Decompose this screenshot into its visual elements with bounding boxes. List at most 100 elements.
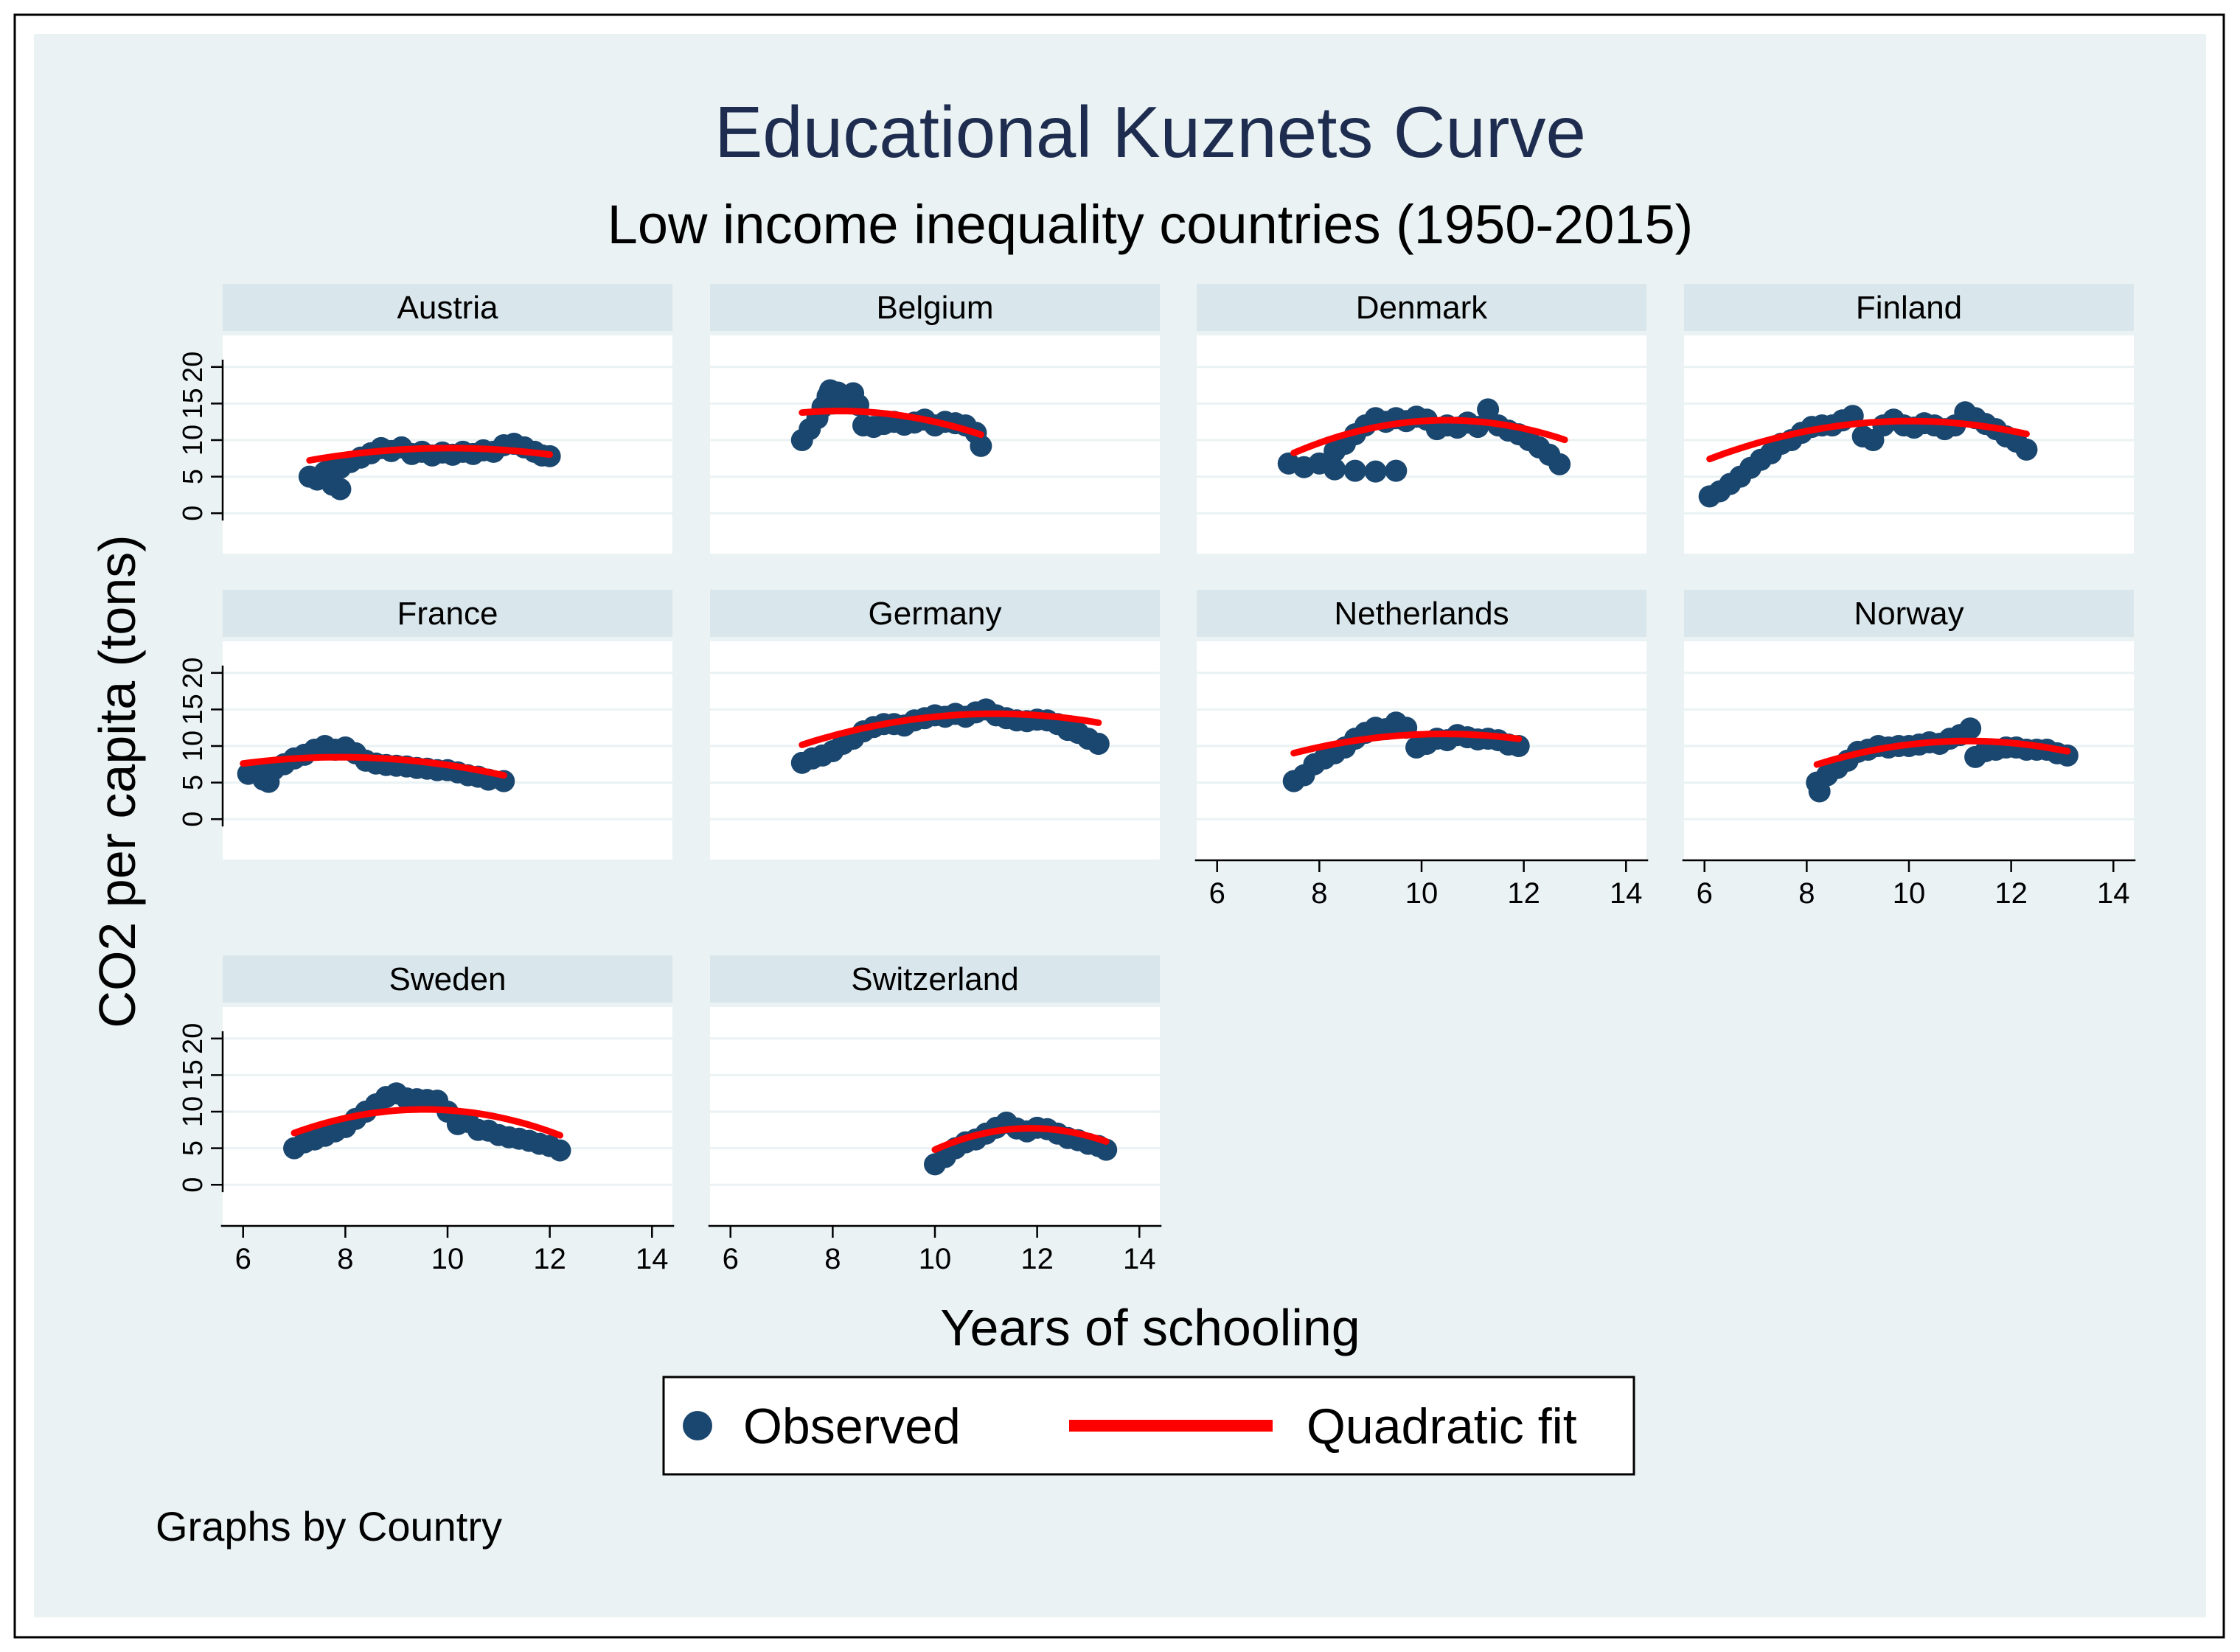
panel-finland: Finland [1684, 284, 2134, 554]
observed-point [1959, 717, 1982, 740]
x-tick-label: 10 [431, 1243, 465, 1275]
x-tick-label: 14 [1123, 1243, 1156, 1275]
x-tick-label: 12 [1507, 877, 1540, 910]
panel-title: Belgium [877, 290, 994, 326]
x-tick-label: 8 [1798, 877, 1815, 910]
panel-norway: Norway 6 8 10 12 14 [1682, 590, 2136, 910]
x-tick-label: 6 [235, 1243, 251, 1275]
panel-strip [710, 284, 1160, 331]
x-tick-label: 14 [2097, 877, 2130, 910]
chart-subtitle: Low income inequality countries (1950-20… [608, 194, 1694, 255]
y-tick-label: 20 [178, 1023, 209, 1054]
panel-belgium: Belgium [710, 284, 1160, 554]
x-tick-label: 12 [1994, 877, 2028, 910]
x-tick-label: 6 [1209, 877, 1225, 910]
quadratic-fit-line [799, 710, 1102, 748]
panel-strip [1197, 284, 1646, 331]
panel-france: France 0 5 10 15 20 [178, 590, 672, 860]
y-tick-label: 10 [178, 1096, 209, 1127]
x-tick-label: 8 [337, 1243, 353, 1275]
graphs-by-note: Graphs by Country [156, 1503, 502, 1550]
y-tick-label: 0 [178, 1177, 209, 1193]
panel-switzerland: Switzerland 6 8 10 12 14 [708, 955, 1162, 1275]
x-axis-label: Years of schooling [940, 1299, 1360, 1356]
y-axis-label: CO2 per capita (tons) [88, 534, 146, 1028]
quadratic-fit-line [291, 1106, 563, 1139]
panels-area: Austria 0 5 10 15 20 Belgium Denmark Finland Fran… [178, 284, 2136, 1275]
plot-area [710, 641, 1160, 860]
legend-observed-marker [683, 1411, 712, 1440]
y-tick-label: 20 [178, 658, 209, 689]
x-tick-label: 14 [1610, 877, 1643, 910]
observed-point [970, 434, 992, 457]
panel-strip [223, 590, 672, 637]
y-tick-label: 15 [178, 694, 209, 725]
panel-austria: Austria 0 5 10 15 20 [178, 284, 672, 554]
observed-point [1095, 1138, 1118, 1161]
quadratic-fit-line [931, 1125, 1110, 1154]
x-tick-label: 8 [1311, 877, 1327, 910]
quadratic-fit-line [799, 408, 984, 439]
panel-strip [223, 955, 672, 1003]
observed-point [1364, 460, 1387, 483]
panel-netherlands: Netherlands 6 8 10 12 14 [1194, 590, 1649, 910]
panel-denmark: Denmark [1197, 284, 1646, 554]
x-tick-label: 12 [533, 1243, 566, 1275]
panel-title: Switzerland [851, 961, 1018, 997]
y-tick-label: 15 [178, 1059, 209, 1090]
panel-sweden: Sweden 0 5 10 15 20 6 8 10 12 14 [178, 955, 675, 1275]
legend: Observed Quadratic fit [662, 1376, 1635, 1476]
panel-title: Denmark [1356, 290, 1488, 326]
panel-strip [223, 284, 672, 331]
x-tick-label: 14 [636, 1243, 669, 1275]
y-tick-label: 5 [178, 469, 209, 484]
observed-point [549, 1139, 571, 1162]
quadratic-fit-line [1706, 417, 2030, 463]
observed-point [1343, 459, 1366, 482]
quadratic-fit-line [1290, 417, 1568, 456]
x-tick-label: 12 [1020, 1243, 1054, 1275]
plot-area [1197, 335, 1646, 554]
quadratic-fit-line [1813, 737, 2071, 768]
panel-title: Germany [869, 596, 1002, 632]
panel-title: Austria [397, 290, 498, 326]
y-tick-label: 0 [178, 506, 209, 521]
y-tick-label: 0 [178, 812, 209, 827]
x-tick-label: 6 [1697, 877, 1713, 910]
panel-strip [1197, 590, 1646, 637]
observed-point [2015, 438, 2038, 461]
legend-observed-label: Observed [743, 1398, 961, 1454]
panel-strip [1684, 590, 2134, 637]
panel-germany: Germany [710, 590, 1160, 860]
panel-title: Finland [1856, 290, 1962, 326]
panel-strip [1684, 284, 2134, 331]
observed-point [1548, 453, 1571, 475]
panel-strip [710, 590, 1160, 637]
panel-title: Sweden [389, 961, 506, 997]
quadratic-fit-line [306, 445, 554, 464]
outer-frame [13, 13, 2225, 1639]
panel-strip [710, 955, 1160, 1003]
y-tick-label: 20 [178, 352, 209, 383]
y-tick-label: 10 [178, 425, 209, 456]
chart-title: Educational Kuznets Curve [714, 91, 1586, 172]
plot-area [710, 335, 1160, 554]
observed-point [329, 478, 352, 501]
panel-title: France [397, 596, 498, 632]
observed-point [1477, 398, 1500, 421]
y-tick-label: 5 [178, 1140, 209, 1156]
panel-title: Norway [1854, 596, 1964, 632]
y-tick-label: 15 [178, 388, 209, 419]
legend-fit-label: Quadratic fit [1307, 1398, 1577, 1454]
observed-point [1087, 733, 1110, 756]
y-tick-label: 5 [178, 775, 209, 790]
panel-title: Netherlands [1334, 596, 1509, 632]
x-tick-label: 10 [1405, 877, 1439, 910]
x-tick-label: 10 [1893, 877, 1926, 910]
plot-area [710, 1007, 1160, 1225]
observed-point [1385, 459, 1408, 482]
observed-point [1324, 458, 1346, 481]
x-tick-label: 8 [824, 1243, 841, 1275]
x-tick-label: 10 [919, 1243, 952, 1275]
